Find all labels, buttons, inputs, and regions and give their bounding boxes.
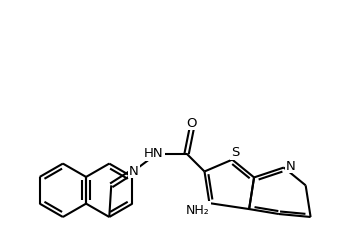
Text: S: S [231, 146, 239, 159]
Text: N: N [129, 164, 139, 177]
Text: HN: HN [144, 147, 164, 160]
Text: N: N [286, 160, 296, 172]
Text: NH₂: NH₂ [186, 203, 209, 216]
Text: O: O [186, 116, 197, 129]
